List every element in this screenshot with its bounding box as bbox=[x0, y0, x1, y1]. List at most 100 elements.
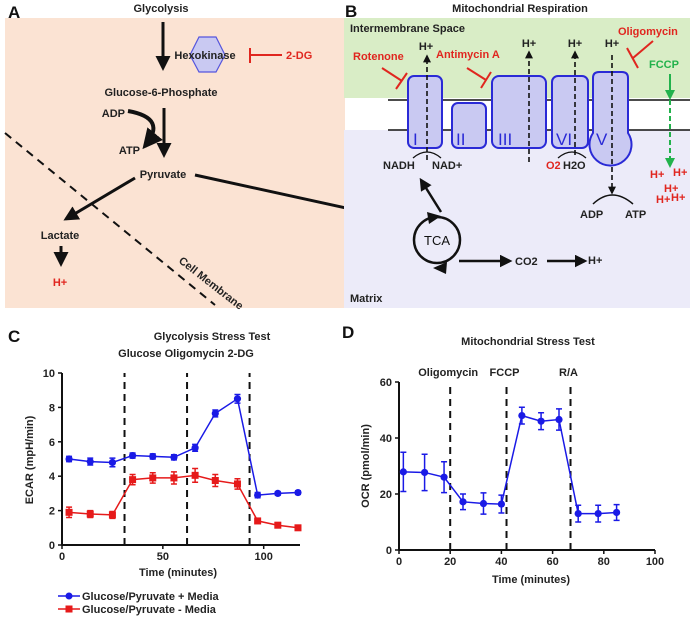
data-point bbox=[233, 480, 241, 488]
complex-iii: III bbox=[491, 75, 547, 149]
y-tick-label: 2 bbox=[49, 506, 55, 518]
x-tick-label: 20 bbox=[444, 556, 456, 568]
injection-label: FCCP bbox=[490, 367, 520, 379]
series-line bbox=[403, 414, 617, 515]
x-tick-label: 100 bbox=[646, 556, 664, 568]
oxygen-reaction-arc bbox=[557, 151, 587, 159]
chart-d-xlabel: Time (minutes) bbox=[492, 574, 570, 586]
y-tick-label: 0 bbox=[49, 540, 55, 552]
adp-atp-curved-arrow bbox=[127, 109, 163, 150]
data-point bbox=[274, 521, 282, 529]
y-tick-label: 6 bbox=[49, 437, 55, 449]
injection-label: R/A bbox=[559, 367, 578, 379]
nadh-reaction-arc bbox=[412, 151, 442, 159]
arrow-pyruvate-to-lactate bbox=[63, 176, 136, 221]
tca-label: TCA bbox=[424, 233, 450, 248]
tca-cycle: TCA bbox=[412, 212, 462, 274]
data-point bbox=[149, 474, 157, 482]
data-point bbox=[65, 508, 73, 516]
complex-ii: II bbox=[451, 102, 487, 149]
panel-c-ecar-chart: C Glycolysis Stress Test Glucose Oligomy… bbox=[8, 327, 302, 616]
panel-a-glycolysis: A Glycolysis Hexokinase 2-DG Glucose-6-P… bbox=[4, 3, 413, 313]
data-point bbox=[108, 458, 117, 467]
proton-label: H+ bbox=[53, 277, 67, 289]
data-point bbox=[254, 517, 262, 525]
data-point bbox=[170, 474, 178, 482]
svg-text:V: V bbox=[596, 130, 608, 149]
x-tick-label: 40 bbox=[495, 556, 507, 568]
svg-text:Glucose/Pyruvate - Media: Glucose/Pyruvate - Media bbox=[82, 604, 217, 616]
chart-c-legend: Glucose/Pyruvate + Media Glucose/Pyruvat… bbox=[58, 591, 220, 616]
data-point bbox=[274, 489, 282, 497]
o2-label: O2 bbox=[546, 160, 561, 172]
matrix-background bbox=[344, 130, 690, 308]
chart-c-title: Glycolysis Stress Test bbox=[154, 331, 271, 343]
glycolysis-title: Glycolysis bbox=[133, 3, 188, 15]
y-tick-label: 40 bbox=[380, 433, 392, 445]
y-tick-label: 10 bbox=[43, 368, 55, 380]
data-point bbox=[149, 452, 157, 461]
x-tick-label: 100 bbox=[255, 551, 273, 563]
data-point bbox=[497, 500, 505, 508]
data-point bbox=[574, 509, 582, 518]
data-point bbox=[440, 473, 448, 481]
x-tick-label: 80 bbox=[598, 556, 610, 568]
lactate-label: Lactate bbox=[41, 230, 80, 242]
atp-label: ATP bbox=[119, 145, 140, 157]
proton-pump-arrows bbox=[423, 50, 616, 195]
x-tick-label: 0 bbox=[59, 551, 65, 563]
data-point bbox=[108, 511, 116, 519]
svg-text:H+: H+ bbox=[656, 194, 670, 206]
proton-complex-v: H+ bbox=[605, 38, 619, 50]
x-tick-label: 60 bbox=[546, 556, 558, 568]
inhibitor-rotenone: Rotenone bbox=[353, 51, 408, 90]
chart-c-injections: Glucose Oligomycin 2-DG bbox=[118, 348, 254, 360]
svg-text:Rotenone: Rotenone bbox=[353, 51, 404, 63]
data-point bbox=[170, 453, 178, 461]
complex-i: I bbox=[407, 75, 443, 149]
proton-cluster: H+ H+ H+ H+ H+ bbox=[650, 167, 687, 206]
data-point bbox=[459, 498, 467, 506]
svg-text:FCCP: FCCP bbox=[649, 59, 679, 71]
data-point bbox=[86, 457, 94, 466]
data-point bbox=[191, 444, 199, 452]
inhibitor-antimycin-a: Antimycin A bbox=[436, 49, 500, 89]
svg-text:III: III bbox=[498, 130, 512, 149]
svg-text:VI: VI bbox=[556, 130, 572, 149]
inhibitor-2dg-label: 2-DG bbox=[286, 50, 312, 62]
svg-text:H+: H+ bbox=[664, 183, 678, 195]
x-tick-label: 50 bbox=[157, 551, 169, 563]
nadh-label: NADH bbox=[383, 160, 415, 172]
series-line bbox=[68, 474, 299, 529]
panel-d-ocr-chart: D Mitochondrial Stress Test OCR (pmol/mi… bbox=[342, 323, 664, 586]
matrix-label: Matrix bbox=[350, 293, 383, 305]
h2o-label: H2O bbox=[563, 160, 586, 172]
y-tick-label: 20 bbox=[380, 489, 392, 501]
data-point bbox=[129, 476, 137, 484]
proton-complex-i: H+ bbox=[419, 41, 433, 53]
arrow-tca-to-nadh bbox=[419, 177, 443, 213]
x-tick-label: 0 bbox=[396, 556, 402, 568]
data-point bbox=[518, 412, 526, 420]
proton-complex-iii: H+ bbox=[522, 38, 536, 50]
chart-c-ylabel: ECAR (mpH/min) bbox=[24, 415, 36, 504]
y-tick-label: 4 bbox=[49, 471, 56, 483]
series-line bbox=[68, 397, 299, 496]
svg-text:II: II bbox=[456, 130, 465, 149]
respiration-title: Mitochondrial Respiration bbox=[452, 3, 588, 15]
data-point bbox=[128, 451, 137, 460]
data-point bbox=[594, 509, 602, 518]
proton-complex-vi: H+ bbox=[568, 38, 582, 50]
adp-label-b: ADP bbox=[580, 209, 603, 221]
legend-item-plus-media: Glucose/Pyruvate + Media bbox=[58, 591, 220, 603]
injection-label: Oligomycin bbox=[418, 367, 478, 379]
co2-label: CO2 bbox=[515, 256, 538, 268]
y-tick-label: 0 bbox=[386, 545, 392, 557]
data-point bbox=[613, 508, 621, 517]
svg-text:Glucose/Pyruvate + Media: Glucose/Pyruvate + Media bbox=[82, 591, 220, 603]
panel-letter-d: D bbox=[342, 323, 354, 342]
pyruvate-label: Pyruvate bbox=[140, 169, 186, 181]
proton-co2: H+ bbox=[588, 255, 602, 267]
data-point bbox=[537, 417, 545, 425]
